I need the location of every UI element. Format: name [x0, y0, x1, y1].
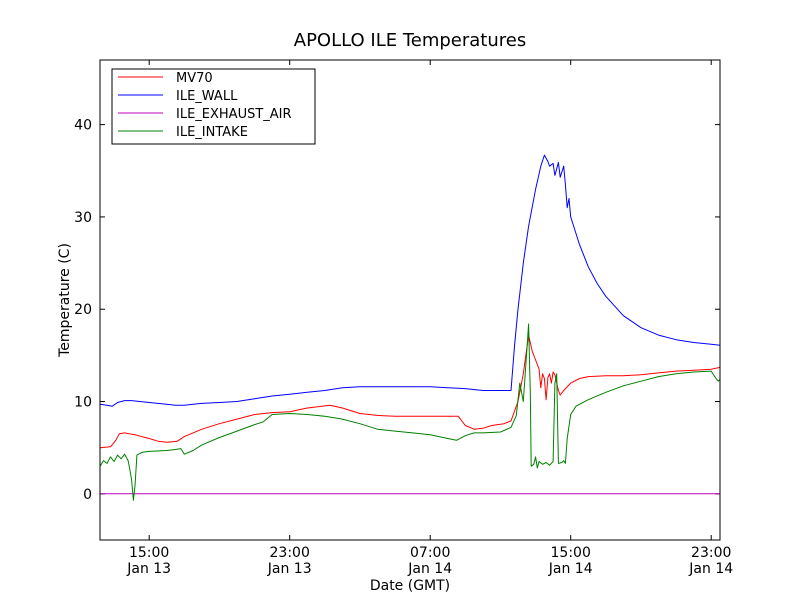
x-tick-label-date: Jan 14 — [688, 561, 733, 577]
y-tick-label: 40 — [74, 118, 92, 134]
x-tick-label-date: Jan 13 — [126, 561, 171, 577]
y-tick-label: 20 — [74, 302, 92, 318]
chart-title: APOLLO ILE Temperatures — [294, 30, 526, 51]
legend-label-ile-wall: ILE_WALL — [176, 89, 238, 104]
y-tick-label: 0 — [83, 487, 92, 503]
plot-frame — [99, 59, 721, 541]
legend: MV70 ILE_WALL ILE_EXHAUST_AIR ILE_INTAKE — [111, 68, 316, 145]
series-layer — [100, 154, 720, 501]
legend-label-ile-intake: ILE_INTAKE — [176, 125, 248, 140]
x-tick-label-time: 15:00 — [551, 545, 591, 561]
legend-label-ile-exhaust-air: ILE_EXHAUST_AIR — [176, 107, 292, 122]
x-axis-label: Date (GMT) — [370, 578, 450, 594]
series-line-ile-intake — [100, 323, 720, 501]
legend-label-mv70: MV70 — [176, 71, 213, 86]
y-tick-label: 30 — [74, 210, 92, 226]
x-tick-label-time: 07:00 — [410, 545, 450, 561]
x-tick-label-time: 15:00 — [129, 545, 169, 561]
series-line-ile-wall — [100, 154, 720, 407]
x-tick-label-time: 23:00 — [270, 545, 310, 561]
x-tick-label-time: 23:00 — [691, 545, 731, 561]
y-axis-label: Temperature (C) — [57, 243, 73, 358]
x-tick-label-date: Jan 13 — [267, 561, 312, 577]
series-line-mv70 — [100, 334, 720, 449]
y-tick-label: 10 — [74, 395, 92, 411]
x-tick-label-date: Jan 14 — [548, 561, 593, 577]
x-tick-label-date: Jan 14 — [407, 561, 452, 577]
